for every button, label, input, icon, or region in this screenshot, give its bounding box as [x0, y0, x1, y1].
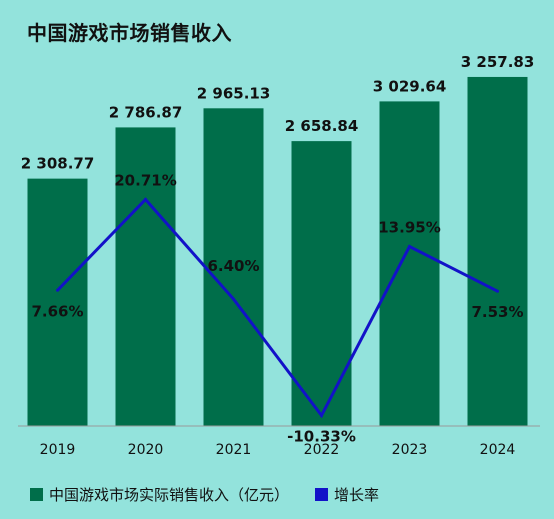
growth-label: 20.71%	[114, 171, 176, 189]
legend-item-growth: 增长率	[315, 484, 379, 505]
legend-swatch-revenue	[30, 488, 43, 501]
growth-label: -10.33%	[287, 427, 356, 445]
growth-label: 7.66%	[31, 302, 83, 320]
growth-label: 13.95%	[378, 219, 440, 237]
legend-swatch-growth	[315, 488, 329, 501]
growth-point	[408, 245, 411, 249]
legend-label-revenue: 中国游戏市场实际销售收入（亿元）	[49, 486, 290, 504]
bar-value-label: 3 257.83	[461, 53, 535, 71]
growth-rate-line	[56, 197, 499, 419]
bar-2023	[379, 101, 440, 426]
x-tick-label: 2020	[128, 442, 164, 458]
growth-point	[144, 197, 147, 201]
growth-label: 7.53%	[471, 303, 523, 321]
bar-2019	[27, 178, 88, 426]
growth-point	[232, 297, 235, 301]
x-tick-label: 2021	[216, 442, 252, 458]
growth-point	[496, 289, 499, 293]
legend-item-revenue: 中国游戏市场实际销售收入（亿元）	[30, 484, 289, 505]
bar-value-label: 2 965.13	[197, 84, 271, 102]
bar-2022	[291, 141, 352, 427]
bar-value-label: 2 658.84	[285, 117, 359, 135]
x-tick-label: 2024	[480, 442, 516, 458]
bar-value-label: 2 786.87	[109, 103, 183, 121]
bar-2020	[115, 127, 176, 426]
legend-label-growth: 增长率	[334, 486, 380, 504]
bar-2021	[203, 108, 264, 427]
bar-value-label: 2 308.77	[21, 155, 95, 173]
bar-2024	[467, 76, 528, 427]
legend: 中国游戏市场实际销售收入（亿元） 增长率	[30, 484, 405, 505]
bar-value-label: 3 029.64	[373, 77, 447, 95]
x-tick-label: 2019	[40, 442, 76, 458]
growth-point	[56, 288, 59, 292]
growth-label: 6.40%	[207, 257, 259, 275]
x-tick-label: 2022	[304, 442, 340, 458]
chart-title: 中国游戏市场销售收入	[27, 21, 232, 45]
x-tick-label: 2023	[392, 442, 428, 458]
growth-point	[320, 413, 323, 417]
